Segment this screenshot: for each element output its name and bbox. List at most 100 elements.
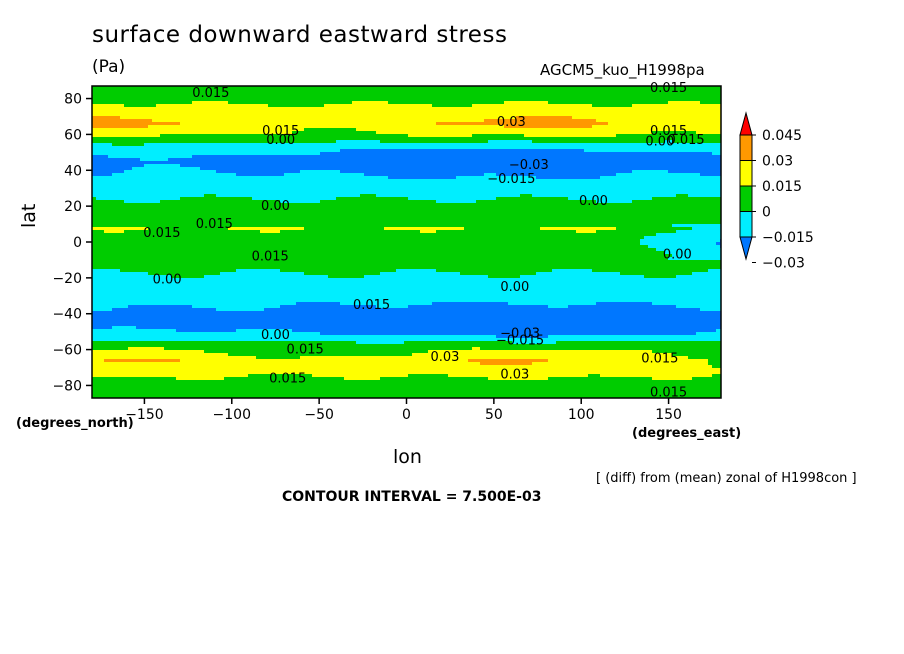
heatmap-cell (336, 92, 341, 96)
heatmap-cell (552, 161, 557, 165)
heatmap-cell (436, 116, 441, 120)
heatmap-cell (268, 98, 273, 102)
heatmap-cell (616, 122, 621, 126)
heatmap-cell (108, 104, 113, 108)
heatmap-cell (336, 110, 341, 114)
heatmap-cell (540, 134, 545, 138)
heatmap-cell (248, 86, 253, 90)
heatmap-cell (112, 179, 117, 183)
heatmap-cell (476, 86, 481, 90)
heatmap-cell (560, 89, 565, 93)
heatmap-cell (156, 125, 161, 129)
heatmap-cell (376, 164, 381, 168)
heatmap-cell (160, 146, 165, 150)
heatmap-cell (628, 131, 633, 135)
heatmap-cell (668, 152, 673, 156)
heatmap-cell (200, 137, 205, 141)
heatmap-cell (680, 113, 685, 117)
heatmap-cell (144, 104, 149, 108)
heatmap-cell (144, 95, 149, 99)
heatmap-cell (216, 143, 221, 147)
heatmap-cell (472, 176, 477, 180)
heatmap-cell (160, 164, 165, 168)
heatmap-cell (544, 98, 549, 102)
heatmap-cell (588, 158, 593, 162)
heatmap-cell (608, 92, 613, 96)
heatmap-cell (324, 113, 329, 117)
heatmap-cell (228, 119, 233, 123)
heatmap-cell (592, 98, 597, 102)
heatmap-cell (424, 119, 429, 123)
heatmap-cell (580, 122, 585, 126)
heatmap-cell (556, 146, 561, 150)
heatmap-cell (496, 155, 501, 159)
heatmap-cell (420, 176, 425, 180)
heatmap-cell (212, 131, 217, 135)
heatmap-cell (280, 164, 285, 168)
heatmap-cell (344, 116, 349, 120)
heatmap-cell (508, 86, 513, 90)
heatmap-cell (380, 143, 385, 147)
heatmap-cell (216, 95, 221, 99)
heatmap-cell (264, 170, 269, 174)
heatmap-cell (388, 149, 393, 153)
heatmap-cell (204, 146, 209, 150)
heatmap-cell (136, 125, 141, 129)
heatmap-cell (124, 131, 129, 135)
heatmap-cell (612, 155, 617, 159)
heatmap-cell (256, 143, 261, 147)
heatmap-cell (636, 170, 641, 174)
heatmap-cell (424, 164, 429, 168)
heatmap-cell (160, 158, 165, 162)
heatmap-cell (608, 167, 613, 171)
heatmap-cell (596, 98, 601, 102)
heatmap-cell (528, 155, 533, 159)
heatmap-cell (460, 116, 465, 120)
heatmap-cell (384, 125, 389, 129)
heatmap-cell (176, 179, 181, 183)
heatmap-cell (172, 104, 177, 108)
heatmap-cell (160, 116, 165, 120)
heatmap-cell (648, 143, 653, 147)
heatmap-cell (480, 119, 485, 123)
heatmap-cell (180, 110, 185, 114)
heatmap-cell (352, 167, 357, 171)
heatmap-cell (464, 119, 469, 123)
heatmap-cell (232, 119, 237, 123)
heatmap-cell (148, 116, 153, 120)
heatmap-cell (288, 95, 293, 99)
heatmap-cell (144, 131, 149, 135)
heatmap-cell (160, 161, 165, 165)
heatmap-cell (624, 155, 629, 159)
heatmap-cell (368, 152, 373, 156)
heatmap-cell (348, 176, 353, 180)
heatmap-cell (544, 95, 549, 99)
heatmap-cell (300, 134, 305, 138)
heatmap-cell (528, 134, 533, 138)
heatmap-cell (548, 89, 553, 93)
heatmap-cell (644, 119, 649, 123)
heatmap-cell (304, 107, 309, 111)
heatmap-cell (464, 122, 469, 126)
heatmap-cell (328, 98, 333, 102)
heatmap-cell (116, 134, 121, 138)
heatmap-cell (448, 146, 453, 150)
heatmap-cell (532, 173, 537, 177)
heatmap-cell (656, 101, 661, 105)
heatmap-cell (328, 101, 333, 105)
heatmap-cell (136, 110, 141, 114)
heatmap-cell (560, 122, 565, 126)
heatmap-cell (332, 107, 337, 111)
heatmap-cell (516, 134, 521, 138)
heatmap-cell (192, 131, 197, 135)
heatmap-cell (500, 128, 505, 132)
heatmap-cell (200, 158, 205, 162)
heatmap-cell (612, 110, 617, 114)
heatmap-cell (176, 152, 181, 156)
heatmap-cell (304, 116, 309, 120)
heatmap-cell (672, 146, 677, 150)
heatmap-cell (152, 119, 157, 123)
heatmap-cell (512, 104, 517, 108)
heatmap-cell (532, 164, 537, 168)
heatmap-cell (208, 161, 213, 165)
